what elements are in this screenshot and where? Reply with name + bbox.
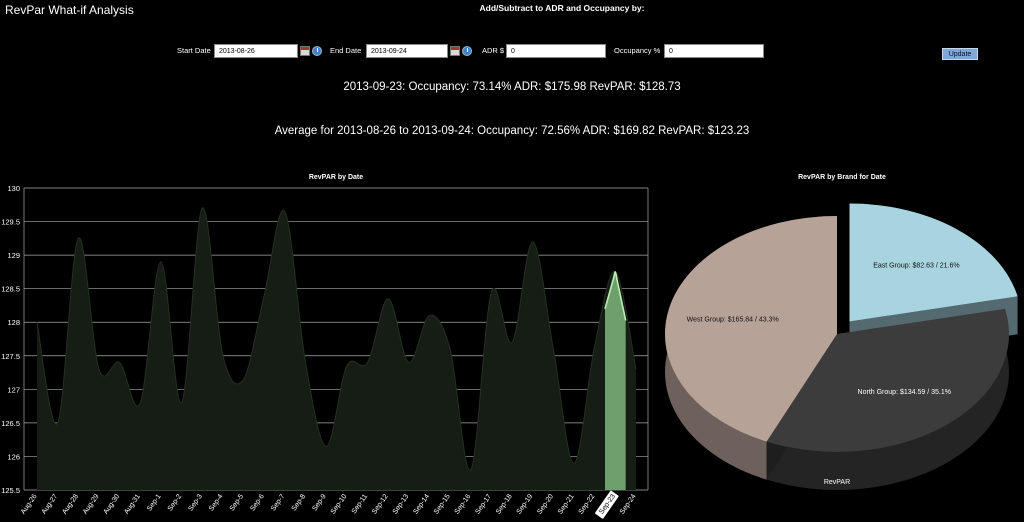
- controls-title: Add/Subtract to ADR and Occupancy by:: [479, 3, 645, 13]
- y-tick-label: 128.5: [1, 285, 20, 294]
- start-date-input[interactable]: [214, 44, 298, 58]
- update-button[interactable]: Update: [942, 48, 978, 60]
- x-tick-label: Sep-17: [474, 493, 493, 516]
- revpar-area: [37, 207, 636, 491]
- y-tick-label: 129.5: [1, 218, 20, 227]
- selected-date-summary: 2013-09-23: Occupancy: 73.14% ADR: $175.…: [343, 81, 681, 93]
- adr-label: ADR $: [482, 46, 505, 55]
- pie-slice: [849, 203, 1018, 322]
- revpar-by-brand-title: RevPAR by Brand for Date: [798, 174, 886, 181]
- x-tick-label: Aug-31: [123, 493, 142, 516]
- x-tick-label: Sep-11: [351, 493, 369, 515]
- y-tick-label: 128: [7, 318, 20, 327]
- highlight-tick-badge: [595, 490, 619, 519]
- start-date-calendar-icon[interactable]: [300, 46, 310, 56]
- adr-input[interactable]: [506, 44, 606, 58]
- revpar-by-date-chart: 125.5 126 126.5 127 127.5 128 128.5 129 129.5 130…: [1, 184, 649, 519]
- x-tick-label: Sep-15: [433, 493, 452, 516]
- x-tick-label: Sep-24: [619, 493, 638, 516]
- x-tick-label: Sep-19: [516, 493, 535, 516]
- x-tick-label: Sep-1: [146, 493, 163, 512]
- revpar-by-brand-chart: East Group: $82.63 / 21.6% North Group: $…: [665, 203, 1018, 490]
- y-tick-label: 126.5: [1, 419, 20, 428]
- x-tick-label: Sep-5: [229, 493, 246, 512]
- x-tick-label: Sep-14: [412, 493, 431, 516]
- pie-slice-label: West Group: $165.84 / 43.3%: [687, 317, 779, 324]
- pie-slice: [766, 308, 1009, 452]
- start-date-clock-icon[interactable]: [312, 46, 322, 56]
- x-tick-label: Aug-30: [103, 493, 122, 516]
- occupancy-label: Occupancy %: [614, 46, 661, 55]
- pie-axis-label: RevPAR: [824, 479, 850, 486]
- x-tick-label: Sep-12: [371, 493, 390, 516]
- y-tick-label: 125.5: [1, 486, 20, 495]
- revpar-by-date-title: RevPAR by Date: [308, 174, 364, 181]
- x-tick-label: Aug-28: [61, 493, 80, 516]
- x-tick-label: Sep-13: [392, 493, 411, 516]
- x-tick-label: Aug-26: [20, 493, 39, 516]
- highlight-line: [604, 271, 627, 321]
- x-tick-label: Sep-2: [167, 493, 184, 512]
- end-date-label: End Date: [330, 46, 362, 55]
- y-tick-label: 126: [7, 452, 20, 461]
- y-tick-label: 127: [7, 385, 20, 394]
- x-tick-label: Sep-10: [330, 493, 349, 516]
- highlight-area: [605, 271, 626, 490]
- x-tick-label: Sep-21: [557, 493, 576, 516]
- x-tick-label: Sep-8: [291, 493, 308, 512]
- x-tick-label: Sep-4: [208, 493, 225, 512]
- revpar-line: [36, 207, 637, 471]
- y-tick-label: 127.5: [1, 352, 20, 361]
- pie-slice: [665, 216, 837, 442]
- y-tick-label: 129: [7, 251, 20, 260]
- x-tick-label: Sep-6: [249, 493, 266, 512]
- x-tick-label: Sep-9: [311, 493, 328, 512]
- end-date-clock-icon[interactable]: [462, 46, 472, 56]
- x-tick-label: Sep-18: [495, 493, 514, 516]
- x-tick-label: Sep-7: [270, 493, 287, 512]
- app-title: RevPar What-if Analysis: [5, 3, 134, 17]
- x-tick-label: Sep-22: [578, 493, 597, 516]
- y-tick-label: 130: [7, 184, 20, 193]
- pie-slice-label: North Group: $134.59 / 35.1%: [858, 389, 951, 396]
- end-date-calendar-icon[interactable]: [450, 46, 460, 56]
- x-tick-label: Sep-16: [454, 493, 473, 516]
- x-tick-label: Aug-29: [82, 493, 101, 516]
- x-tick-label: Aug-27: [41, 493, 60, 516]
- occupancy-input[interactable]: [664, 44, 764, 58]
- pie-slice-label: East Group: $82.63 / 21.6%: [873, 263, 959, 270]
- start-date-label: Start Date: [177, 46, 211, 55]
- end-date-input[interactable]: [366, 44, 448, 58]
- x-tick-label: Sep-3: [187, 493, 204, 512]
- average-summary: Average for 2013-08-26 to 2013-09-24: Oc…: [274, 125, 750, 137]
- x-tick-label: Sep-20: [536, 493, 555, 516]
